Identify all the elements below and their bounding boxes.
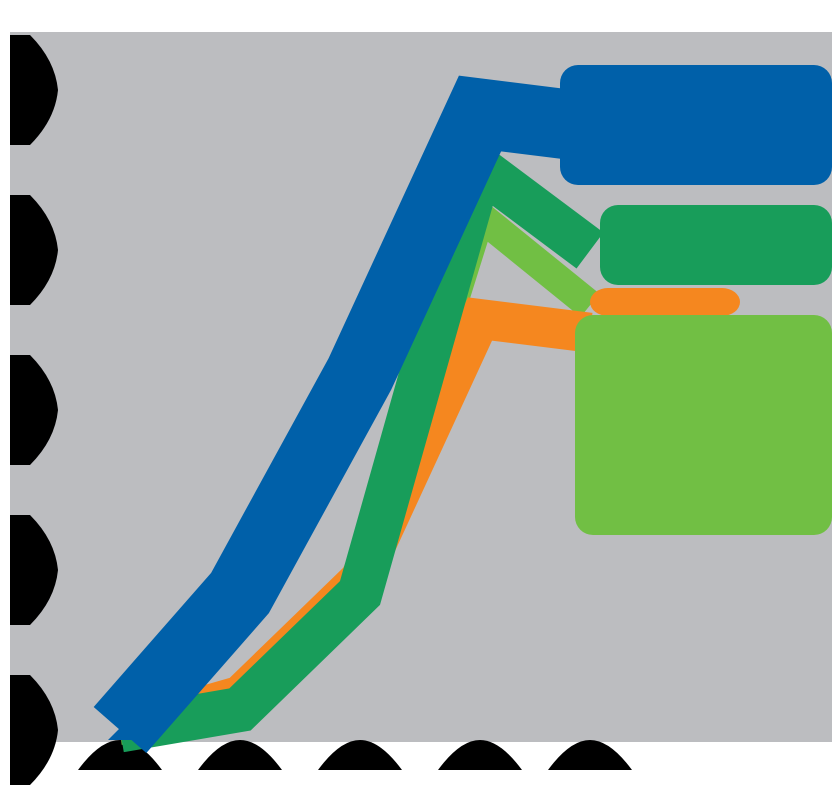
legend-label-series-2 [600, 205, 832, 285]
y-tick-label [10, 515, 58, 625]
y-axis-tick-labels [10, 35, 58, 785]
legend-label-series-4 [575, 315, 832, 535]
legend-label-series-3 [590, 288, 740, 316]
y-tick-label [10, 35, 58, 145]
y-tick-label [10, 675, 58, 785]
x-tick-label [198, 740, 282, 770]
x-tick-label [548, 740, 632, 770]
legend-label-series-1 [560, 65, 832, 185]
origin-marker-icon [108, 715, 132, 740]
series-lines [93, 75, 604, 754]
y-tick-label [10, 195, 58, 305]
x-tick-label [318, 740, 402, 770]
x-axis-tick-labels [78, 740, 632, 770]
series-line-1 [93, 75, 595, 754]
x-tick-label [78, 740, 162, 770]
y-tick-label [10, 355, 58, 465]
x-tick-label [438, 740, 522, 770]
legend [560, 65, 832, 535]
series-line-2 [116, 130, 604, 753]
